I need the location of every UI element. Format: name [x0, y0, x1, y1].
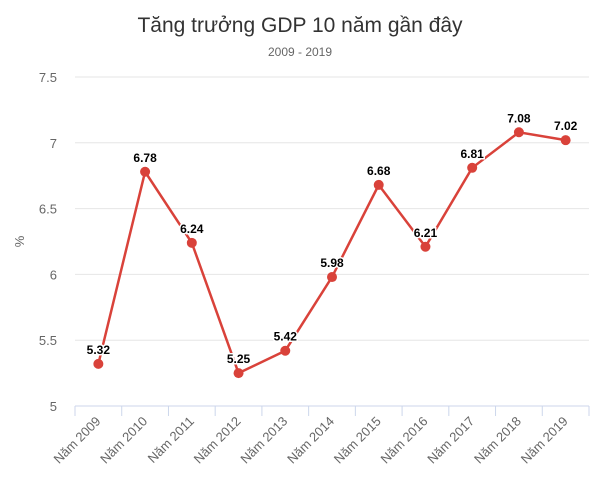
data-label: 5.42	[274, 330, 298, 344]
data-label: 6.24	[180, 222, 204, 236]
y-tick-label: 7	[50, 136, 57, 151]
data-point	[93, 358, 104, 369]
y-tick-label: 6	[50, 267, 57, 282]
data-point	[467, 162, 478, 173]
x-tick-label: Năm 2011	[145, 414, 197, 466]
y-tick-label: 7.5	[39, 70, 57, 85]
data-label: 7.02	[554, 119, 578, 133]
data-label: 5.25	[227, 352, 251, 366]
data-point	[420, 241, 431, 252]
x-tick-label: Năm 2016	[378, 414, 431, 467]
chart-subtitle: 2009 - 2019	[267, 45, 333, 59]
y-axis-label: %	[12, 235, 27, 247]
x-tick-label: Năm 2014	[284, 414, 337, 467]
data-point	[513, 127, 524, 138]
data-point	[327, 272, 337, 283]
series-line	[97, 130, 566, 375]
data-point	[186, 237, 197, 248]
data-label: 6.21	[414, 226, 438, 240]
data-label: 6.78	[133, 151, 157, 165]
data-label: 5.98	[320, 256, 344, 270]
data-point	[233, 368, 244, 379]
data-label: 5.32	[87, 343, 111, 357]
data-point	[373, 179, 384, 190]
x-tick-label: Năm 2013	[237, 414, 290, 467]
x-tick-label: Năm 2010	[97, 414, 150, 467]
y-tick-label: 5.5	[39, 333, 57, 348]
x-tick-label: Năm 2015	[331, 414, 384, 467]
data-point	[140, 166, 151, 177]
x-tick-label: Năm 2019	[518, 414, 571, 467]
x-tick-label: Năm 2012	[191, 414, 244, 467]
data-label: 7.08	[507, 111, 531, 125]
x-tick-label: Năm 2018	[471, 414, 524, 467]
chart-title: Tăng trưởng GDP 10 năm gần đây	[137, 14, 463, 37]
x-tick-label: Năm 2017	[424, 414, 477, 467]
data-label: 6.68	[367, 164, 391, 178]
data-point	[280, 345, 291, 356]
data-label: 6.81	[461, 147, 485, 161]
y-tick-label: 6.5	[39, 202, 57, 217]
data-point	[560, 135, 571, 146]
x-tick-label: Năm 2009	[50, 414, 103, 467]
y-tick-label: 5	[50, 399, 57, 414]
